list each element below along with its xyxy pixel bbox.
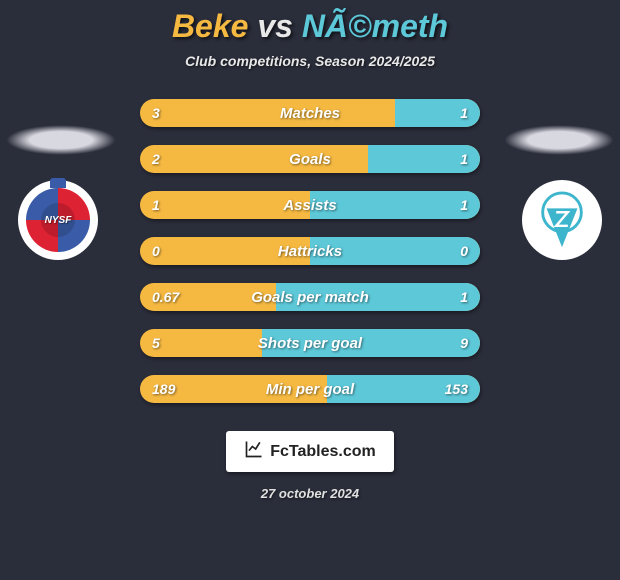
stat-row: 1Assists1 bbox=[140, 191, 480, 219]
stat-label: Goals per match bbox=[140, 283, 480, 311]
stat-label: Matches bbox=[140, 99, 480, 127]
stat-row: 2Goals1 bbox=[140, 145, 480, 173]
stat-label: Min per goal bbox=[140, 375, 480, 403]
stat-value-right: 9 bbox=[460, 329, 468, 357]
stat-value-right: 0 bbox=[460, 237, 468, 265]
stat-value-right: 1 bbox=[460, 283, 468, 311]
club-crest-left: NYSF bbox=[18, 180, 98, 260]
stats-bars: 3Matches12Goals11Assists10Hattricks00.67… bbox=[140, 99, 480, 403]
stat-label: Hattricks bbox=[140, 237, 480, 265]
stat-label: Shots per goal bbox=[140, 329, 480, 357]
player2-name: NÃ©meth bbox=[302, 8, 448, 44]
footer-date: 27 october 2024 bbox=[261, 486, 359, 501]
stat-row: 189Min per goal153 bbox=[140, 375, 480, 403]
stat-value-right: 153 bbox=[445, 375, 468, 403]
stat-value-right: 1 bbox=[460, 145, 468, 173]
club-crest-left-inner: NYSF bbox=[26, 188, 90, 252]
subtitle: Club competitions, Season 2024/2025 bbox=[185, 53, 435, 69]
stat-value-right: 1 bbox=[460, 191, 468, 219]
stat-row: 0.67Goals per match1 bbox=[140, 283, 480, 311]
chart-icon bbox=[244, 439, 264, 464]
stat-label: Assists bbox=[140, 191, 480, 219]
vs-text: vs bbox=[257, 8, 293, 44]
stat-label: Goals bbox=[140, 145, 480, 173]
player1-name: Beke bbox=[172, 8, 249, 44]
crest-shadow-right bbox=[504, 125, 614, 155]
comparison-title: Beke vs NÃ©meth bbox=[172, 8, 448, 45]
stat-row: 3Matches1 bbox=[140, 99, 480, 127]
club-crest-right-inner bbox=[532, 190, 592, 250]
club-crest-left-text: NYSF bbox=[41, 203, 75, 237]
club-crest-right bbox=[522, 180, 602, 260]
stat-row: 0Hattricks0 bbox=[140, 237, 480, 265]
stat-row: 5Shots per goal9 bbox=[140, 329, 480, 357]
stat-value-right: 1 bbox=[460, 99, 468, 127]
crest-shadow-left bbox=[6, 125, 116, 155]
brand-text: FcTables.com bbox=[270, 443, 376, 461]
brand-badge: FcTables.com bbox=[226, 431, 394, 472]
